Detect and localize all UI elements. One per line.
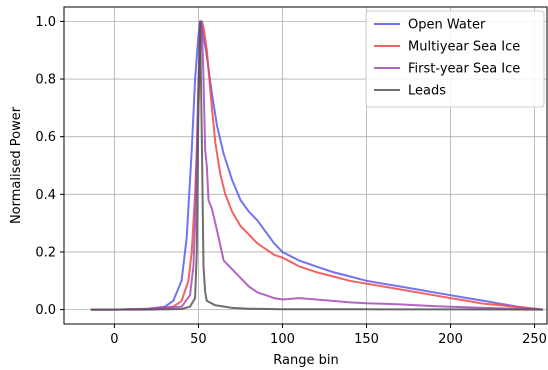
y-axis-label: Normalised Power [9, 106, 24, 224]
legend-label: First-year Sea Ice [408, 62, 520, 77]
x-tick-label: 100 [270, 332, 295, 347]
x-tick-label: 50 [190, 332, 207, 347]
y-tick-label: 0.0 [35, 303, 56, 318]
series-line-2 [90, 20, 544, 311]
x-axis-label: Range bin [273, 353, 338, 368]
plot-frame [63, 6, 548, 325]
y-tick-label: 1.0 [35, 15, 56, 30]
y-tick-label: 0.2 [35, 245, 56, 260]
x-axis-ticks: 0 50 100 150 200 250 [110, 324, 547, 347]
legend-label: Multiyear Sea Ice [408, 40, 520, 55]
legend: Open Water Multiyear Sea Ice First-year Se… [365, 10, 545, 108]
series-lines [90, 20, 544, 311]
legend-box [365, 10, 545, 108]
series-line-3 [90, 20, 543, 311]
y-tick-label: 0.6 [35, 130, 56, 145]
series-line-0 [90, 20, 544, 311]
series-line-1 [90, 20, 544, 311]
legend-label: Open Water [408, 18, 486, 33]
x-tick-label: 250 [522, 332, 547, 347]
x-tick-label: 150 [354, 332, 379, 347]
legend-label: Leads [408, 84, 446, 99]
y-tick-label: 0.8 [35, 73, 56, 88]
y-tick-label: 0.4 [35, 188, 56, 203]
x-tick-label: 200 [438, 332, 463, 347]
y-axis-ticks: 0.0 0.2 0.4 0.6 0.8 1.0 [35, 15, 64, 318]
x-tick-label: 0 [110, 332, 118, 347]
